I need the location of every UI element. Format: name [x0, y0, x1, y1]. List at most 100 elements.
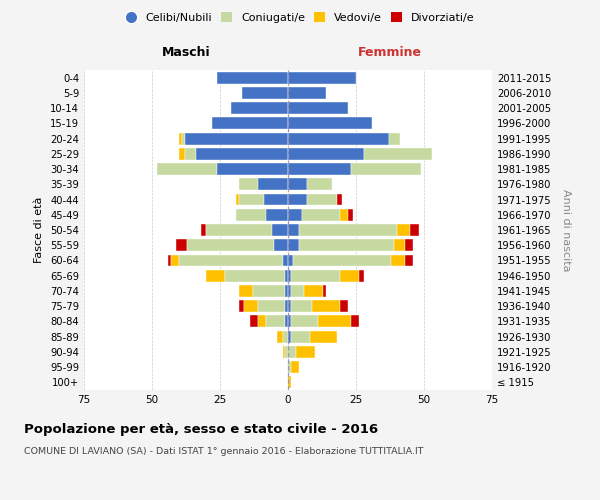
Bar: [244, 300, 258, 312]
Bar: [231, 102, 288, 114]
Bar: [288, 209, 302, 220]
Bar: [337, 194, 343, 205]
Bar: [283, 330, 288, 342]
Bar: [394, 240, 405, 251]
Bar: [283, 254, 288, 266]
Bar: [288, 118, 373, 130]
Bar: [179, 132, 182, 144]
Bar: [187, 240, 274, 251]
Bar: [253, 285, 285, 297]
Bar: [263, 194, 288, 205]
Bar: [272, 224, 288, 236]
Bar: [340, 209, 348, 220]
Bar: [288, 224, 299, 236]
Bar: [239, 194, 263, 205]
Bar: [288, 300, 291, 312]
Bar: [258, 316, 266, 328]
Bar: [285, 346, 288, 358]
Bar: [185, 148, 196, 160]
Bar: [288, 87, 326, 99]
Bar: [239, 178, 258, 190]
Bar: [405, 240, 413, 251]
Bar: [291, 300, 313, 312]
Bar: [169, 254, 171, 266]
Bar: [288, 178, 307, 190]
Bar: [236, 194, 239, 205]
Bar: [364, 148, 432, 160]
Bar: [283, 346, 285, 358]
Bar: [182, 132, 185, 144]
Bar: [307, 178, 332, 190]
Bar: [206, 224, 272, 236]
Bar: [179, 148, 185, 160]
Bar: [304, 285, 323, 297]
Bar: [291, 316, 318, 328]
Bar: [323, 285, 326, 297]
Bar: [348, 209, 353, 220]
Y-axis label: Anni di nascita: Anni di nascita: [561, 188, 571, 271]
Bar: [196, 148, 288, 160]
Bar: [258, 300, 285, 312]
Bar: [157, 163, 217, 175]
Bar: [266, 316, 285, 328]
Bar: [288, 270, 291, 281]
Bar: [288, 346, 296, 358]
Bar: [288, 254, 293, 266]
Bar: [179, 254, 283, 266]
Bar: [212, 118, 288, 130]
Bar: [288, 361, 291, 373]
Bar: [288, 72, 356, 84]
Bar: [176, 240, 187, 251]
Bar: [288, 285, 291, 297]
Bar: [288, 102, 348, 114]
Bar: [285, 285, 288, 297]
Bar: [288, 316, 291, 328]
Bar: [307, 194, 337, 205]
Bar: [288, 194, 307, 205]
Bar: [313, 300, 340, 312]
Y-axis label: Fasce di età: Fasce di età: [34, 197, 44, 263]
Bar: [217, 163, 288, 175]
Bar: [299, 224, 397, 236]
Bar: [206, 270, 226, 281]
Bar: [410, 224, 419, 236]
Bar: [288, 132, 389, 144]
Bar: [274, 240, 288, 251]
Bar: [291, 361, 299, 373]
Bar: [288, 240, 299, 251]
Bar: [296, 346, 315, 358]
Bar: [226, 270, 285, 281]
Bar: [185, 132, 288, 144]
Bar: [277, 330, 283, 342]
Bar: [359, 270, 364, 281]
Bar: [288, 376, 291, 388]
Bar: [171, 254, 179, 266]
Bar: [288, 148, 364, 160]
Bar: [285, 300, 288, 312]
Bar: [258, 178, 288, 190]
Bar: [291, 330, 310, 342]
Bar: [397, 224, 410, 236]
Bar: [239, 300, 244, 312]
Bar: [239, 285, 253, 297]
Bar: [285, 270, 288, 281]
Bar: [405, 254, 413, 266]
Bar: [236, 209, 266, 220]
Bar: [201, 224, 206, 236]
Bar: [340, 270, 359, 281]
Bar: [310, 330, 337, 342]
Bar: [389, 132, 400, 144]
Bar: [288, 163, 350, 175]
Bar: [350, 163, 421, 175]
Text: Maschi: Maschi: [161, 46, 211, 60]
Text: Femmine: Femmine: [358, 46, 422, 60]
Bar: [350, 316, 359, 328]
Bar: [266, 209, 288, 220]
Legend: Celibi/Nubili, Coniugati/e, Vedovi/e, Divorziati/e: Celibi/Nubili, Coniugati/e, Vedovi/e, Di…: [121, 8, 479, 28]
Bar: [340, 300, 348, 312]
Bar: [291, 285, 304, 297]
Bar: [288, 330, 291, 342]
Bar: [318, 316, 350, 328]
Text: COMUNE DI LAVIANO (SA) - Dati ISTAT 1° gennaio 2016 - Elaborazione TUTTITALIA.IT: COMUNE DI LAVIANO (SA) - Dati ISTAT 1° g…: [24, 448, 424, 456]
Bar: [293, 254, 391, 266]
